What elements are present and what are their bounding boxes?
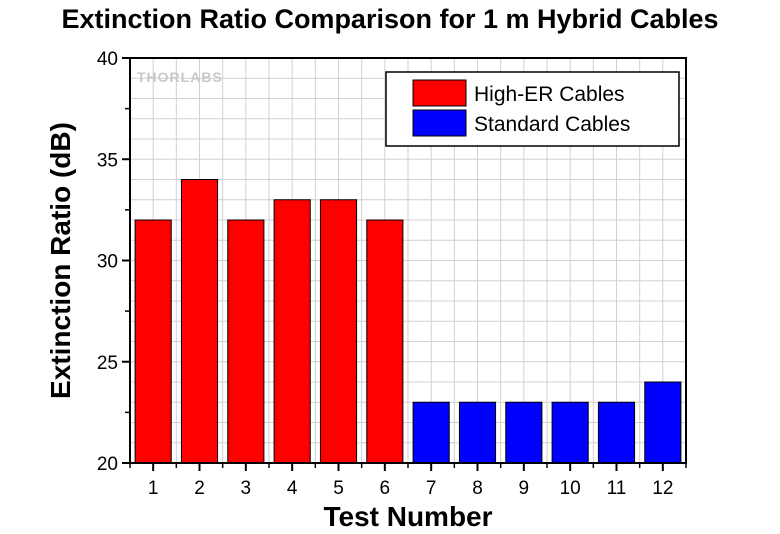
legend-label: Standard Cables <box>474 113 630 136</box>
y-tick-label: 30 <box>97 252 118 273</box>
thorlabs-watermark: THORLABS <box>137 69 223 85</box>
bar-test-8 <box>458 401 497 464</box>
bar-layer <box>134 179 682 464</box>
y-tick-label: 20 <box>97 454 118 475</box>
bar-test-5 <box>319 199 358 464</box>
legend-swatch <box>412 109 467 137</box>
x-tick-label: 7 <box>426 478 437 499</box>
y-tick-label: 25 <box>97 353 118 374</box>
x-tick-label: 8 <box>472 478 483 499</box>
x-tick-label: 4 <box>287 478 298 499</box>
x-tick-label: 6 <box>380 478 391 499</box>
legend: High-ER Cables Standard Cables <box>385 71 680 147</box>
bar-test-11 <box>597 401 636 464</box>
x-tick-label: 10 <box>560 478 581 499</box>
bar-test-6 <box>366 219 404 464</box>
bar-test-12 <box>644 381 682 464</box>
bar-test-1 <box>134 219 172 464</box>
y-tick-label: 40 <box>97 49 118 70</box>
bar-test-7 <box>412 401 450 464</box>
y-axis-title: Extinction Ratio (dB) <box>45 122 76 399</box>
legend-swatch <box>412 79 467 107</box>
x-tick-label: 11 <box>607 478 627 499</box>
bar-test-10 <box>551 401 589 464</box>
bar-test-2 <box>180 179 219 464</box>
legend-label: High-ER Cables <box>474 83 625 106</box>
bar-test-4 <box>273 199 311 464</box>
y-tick-label: 35 <box>97 150 118 171</box>
x-tick-label: 3 <box>241 478 252 499</box>
bar-test-9 <box>505 401 543 464</box>
x-tick-label: 12 <box>652 478 673 499</box>
chart-title: Extinction Ratio Comparison for 1 m Hybr… <box>61 4 719 34</box>
x-tick-label: 2 <box>194 478 205 499</box>
x-axis-title: Test Number <box>323 501 492 532</box>
x-tick-label: 1 <box>148 478 159 499</box>
x-tick-label: 9 <box>519 478 530 499</box>
x-tick-label: 5 <box>333 478 344 499</box>
bar-test-3 <box>227 219 265 464</box>
tick-layer <box>122 57 687 471</box>
